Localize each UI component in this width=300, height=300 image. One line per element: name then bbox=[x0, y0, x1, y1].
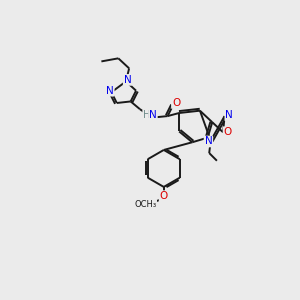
Text: H: H bbox=[143, 110, 151, 120]
Text: N: N bbox=[225, 110, 233, 120]
Text: N: N bbox=[124, 75, 131, 85]
Text: N: N bbox=[106, 86, 114, 96]
Text: O: O bbox=[160, 191, 168, 201]
Text: N: N bbox=[149, 110, 157, 120]
Text: O: O bbox=[224, 127, 232, 137]
Text: OCH₃: OCH₃ bbox=[134, 200, 156, 209]
Text: O: O bbox=[172, 98, 180, 108]
Text: N: N bbox=[205, 136, 212, 146]
